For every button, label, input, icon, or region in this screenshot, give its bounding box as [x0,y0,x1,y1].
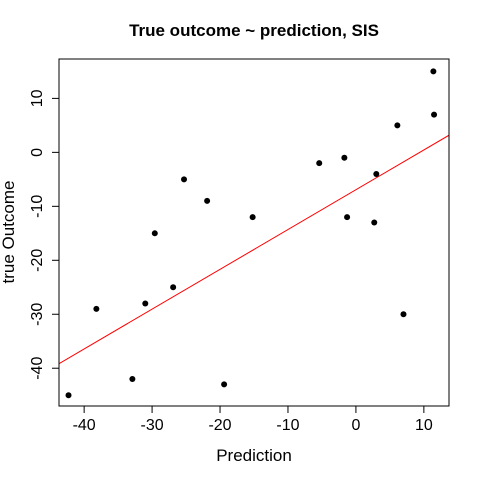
data-point-1 [93,305,100,312]
data-point-10 [316,160,323,167]
y-axis-label: true Outcome [0,181,18,284]
data-point-2 [129,376,136,383]
x-tick-label-1: -30 [141,417,164,434]
data-point-15 [394,122,401,129]
x-axis: -40 -30 -20 -10 0 10 [73,405,433,434]
y-tick-label-2: -20 [29,249,46,272]
y-tick-label-0: -40 [29,357,46,380]
points-layer [65,68,438,399]
data-point-5 [170,284,177,291]
y-tick-label-5: 10 [29,89,46,107]
y-tick-label-3: -10 [29,195,46,218]
fit-line-layer [59,134,449,365]
data-point-11 [341,154,348,161]
x-tick-label-0: -40 [73,417,96,434]
data-point-16 [400,311,407,318]
x-tick-label-2: -20 [208,417,231,434]
data-point-6 [181,176,188,183]
x-tick-label-4: 0 [351,417,360,434]
data-point-3 [142,300,149,307]
x-axis-label: Prediction [216,446,292,465]
x-tick-label-5: 10 [415,417,433,434]
plot-frame [58,58,450,407]
y-tick-label-1: -30 [29,303,46,326]
chart-title: True outcome ~ prediction, SIS [129,21,379,40]
data-point-8 [221,381,228,388]
data-point-14 [373,170,380,177]
data-point-13 [371,219,378,226]
data-point-12 [344,214,351,221]
data-point-4 [151,230,158,237]
data-point-7 [204,197,211,204]
x-tick-label-3: -10 [276,417,299,434]
fit-line [59,134,449,365]
data-point-9 [249,214,256,221]
data-point-18 [431,111,438,118]
y-axis: -40 -30 -20 -10 0 10 [29,89,60,380]
y-tick-label-4: 0 [29,148,46,157]
data-point-0 [65,392,72,399]
data-point-17 [430,68,437,75]
